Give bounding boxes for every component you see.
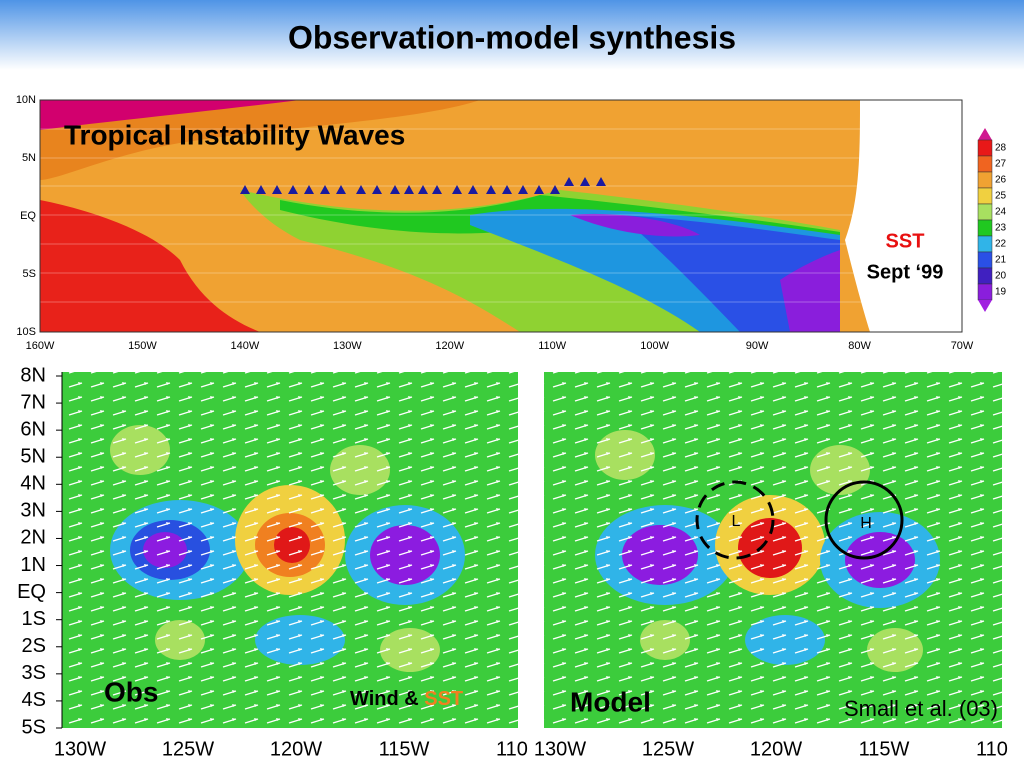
colorbar-label: 26 (995, 175, 1007, 186)
y-tick-label: EQ (17, 581, 46, 603)
y-tick-label: 10N (16, 94, 36, 106)
obs-map (62, 372, 518, 728)
colorbar-label: 27 (995, 159, 1007, 170)
colorbar-cap (978, 128, 992, 140)
y-tick-label: 5N (22, 152, 36, 164)
y-tick-label: EQ (20, 210, 36, 222)
x-tick-label: 115W (379, 738, 430, 760)
colorbar-swatch (977, 251, 993, 269)
y-tick-label: 3S (22, 662, 46, 684)
x-tick-label: 100W (640, 340, 669, 352)
x-tick-label: 130W (54, 738, 106, 760)
colorbar-swatch (977, 235, 993, 253)
y-tick-label: 8N (20, 364, 46, 386)
colorbar-swatch (977, 171, 993, 189)
map-title: Tropical Instability Waves (64, 119, 405, 150)
colorbar-label: 22 (995, 239, 1007, 250)
low-circle (695, 480, 775, 560)
y-tick-label: 5S (23, 268, 36, 280)
legend-text: Wind & SST (350, 688, 463, 710)
y-tick-label: 1N (20, 554, 46, 576)
x-tick-label: 125W (162, 738, 214, 760)
date-label: Sept ‘99 (867, 261, 944, 283)
x-tick-label: 130W (534, 738, 586, 760)
model-map (544, 372, 1002, 728)
variable-label: SST (886, 230, 925, 252)
y-tick-label: 6N (20, 418, 46, 440)
y-tick-label: 2S (22, 635, 46, 657)
colorbar-swatch (977, 139, 993, 157)
colorbar-swatch (977, 283, 993, 301)
x-tick-label: 110 (976, 738, 1008, 760)
y-tick-label: 10S (16, 326, 36, 338)
x-tick-label: 110W (538, 340, 567, 352)
colorbar-label: 28 (995, 143, 1007, 154)
map-frame (39, 99, 963, 333)
low-label: L (732, 513, 741, 530)
sst-map (40, 100, 962, 332)
y-tick-label: 1S (22, 608, 46, 630)
colorbar-swatch (977, 187, 993, 205)
y-tick-label: 5S (22, 716, 46, 738)
header-band (0, 0, 1024, 70)
x-tick-label: 120W (435, 340, 464, 352)
x-tick-label: 125W (642, 738, 694, 760)
x-tick-label: 110 (496, 738, 528, 760)
colorbar-swatch (977, 219, 993, 237)
map-axes: 160W 150W 140W 130W 120W 110W 100W 90W 80W 70W 10N… (16, 94, 974, 352)
x-tick-label: 120W (750, 738, 802, 760)
x-tick-label: 130W (333, 340, 362, 352)
panel-label: Obs (104, 676, 158, 707)
colorbar-label: 21 (995, 255, 1007, 266)
colorbar-label: 20 (995, 271, 1007, 282)
x-tick-label: 115W (859, 738, 910, 760)
x-tick-label: 80W (848, 340, 871, 352)
citation: Small et al. (03) (844, 696, 998, 721)
x-tick-label: 70W (951, 340, 974, 352)
x-tick-label: 150W (128, 340, 157, 352)
colorbar-swatch (977, 155, 993, 173)
legend-prefix: Wind & (350, 688, 424, 710)
slide-title: Observation-model synthesis (288, 19, 736, 55)
high-label: H (860, 515, 872, 532)
colorbar-swatch (977, 203, 993, 221)
y-tick-label: 3N (20, 500, 46, 522)
x-tick-label: 160W (26, 340, 55, 352)
y-tick-label: 4S (22, 689, 46, 711)
colorbar-swatch (977, 267, 993, 285)
x-tick-label: 90W (746, 340, 769, 352)
colorbar-label: 19 (995, 287, 1007, 298)
colorbar-cap (978, 300, 992, 312)
y-tick-label: 5N (20, 446, 46, 468)
y-tick-label: 2N (20, 527, 46, 549)
y-tick-label: 7N (20, 391, 46, 413)
panel-axes: 8N 7N 6N 5N 4N 3N 2N 1N EQ 1S 2S 3S 4S 5S 130W 125W 120W… (17, 364, 1008, 760)
colorbar: 28 27 26 25 24 23 22 21 20 19 (977, 128, 1007, 312)
y-tick-label: 4N (20, 473, 46, 495)
colorbar-label: 25 (995, 191, 1007, 202)
legend-variable: SST (424, 688, 463, 710)
x-tick-label: 120W (270, 738, 322, 760)
panel-label: Model (570, 686, 651, 717)
x-tick-label: 140W (231, 340, 260, 352)
colorbar-label: 24 (995, 207, 1007, 218)
high-circle (824, 480, 904, 560)
colorbar-label: 23 (995, 223, 1007, 234)
